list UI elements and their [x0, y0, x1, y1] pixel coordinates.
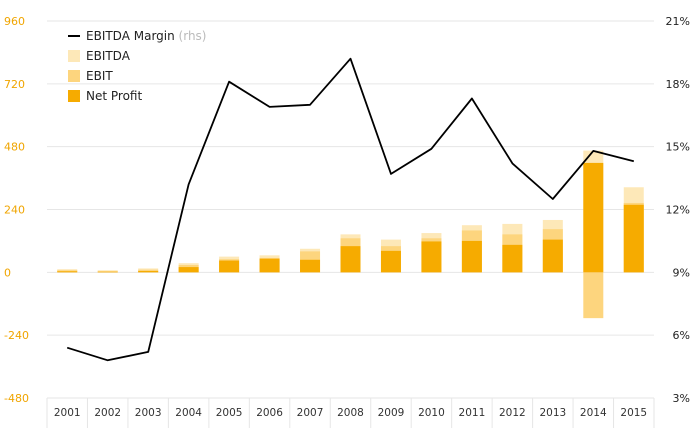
bar-net-profit — [138, 271, 159, 273]
legend-label: Net Profit — [86, 89, 142, 103]
x-tick-label: 2011 — [459, 407, 486, 419]
bar-net-profit — [300, 259, 321, 273]
bar-net-profit — [461, 240, 482, 273]
left-tick-label: -240 — [4, 329, 29, 342]
left-tick-label: 960 — [4, 15, 25, 28]
legend: EBITDA Margin (rhs) EBITDA EBIT Net Profit — [68, 29, 207, 103]
legend-label-ebitda-margin: EBITDA Margin — [86, 29, 179, 43]
x-tick-label: 2006 — [256, 407, 283, 419]
right-tick-label: 9% — [673, 266, 690, 279]
legend-label: EBITDA Margin (rhs) — [86, 29, 207, 43]
right-tick-label: 3% — [673, 392, 690, 405]
bar-net-profit — [259, 258, 280, 273]
left-tick-label: 480 — [4, 141, 25, 154]
x-tick-label: 2008 — [337, 407, 364, 419]
left-tick-label: 0 — [4, 266, 11, 279]
bar-net-profit — [178, 267, 199, 273]
bar-net-profit — [340, 246, 361, 273]
x-tick-label: 2015 — [620, 407, 647, 419]
bar-net-profit — [57, 271, 78, 273]
left-tick-label: -480 — [4, 392, 29, 405]
x-tick-label: 2003 — [135, 407, 162, 419]
right-tick-label: 12% — [666, 204, 690, 217]
x-tick-label: 2009 — [378, 407, 405, 419]
bar-net-profit — [380, 250, 401, 273]
bar-net-profit — [542, 239, 563, 273]
bars — [57, 150, 644, 319]
legend-label: EBIT — [86, 69, 113, 83]
legend-label: EBITDA — [86, 49, 131, 63]
bar-ebit — [97, 271, 118, 273]
bar-net-profit — [219, 260, 240, 273]
x-tick-label: 2001 — [54, 407, 81, 419]
right-tick-label: 18% — [666, 78, 690, 91]
bar-net-profit — [421, 241, 442, 273]
bar-net-profit — [623, 204, 644, 273]
x-tick-label: 2013 — [539, 407, 566, 419]
x-tick-label: 2014 — [580, 407, 607, 419]
right-tick-label: 6% — [673, 329, 690, 342]
left-tick-label: 720 — [4, 78, 25, 91]
left-tick-label: 240 — [4, 204, 25, 217]
gridlines — [46, 20, 655, 428]
bar-net-profit — [97, 271, 118, 273]
bar-net-profit — [502, 244, 523, 273]
x-tick-label: 2010 — [418, 407, 445, 419]
x-tick-label: 2004 — [175, 407, 202, 419]
right-tick-label: 15% — [666, 141, 690, 154]
x-tick-label: 2005 — [216, 407, 243, 419]
x-tick-label: 2007 — [297, 407, 324, 419]
margin-line — [66, 57, 635, 362]
legend-label-rhs: (rhs) — [179, 29, 207, 43]
bar-ebit — [583, 272, 604, 319]
x-tick-label: 2012 — [499, 407, 526, 419]
legend-swatch — [68, 70, 80, 82]
axes: 960 720 480 240 0 -240 -480 21% 18% 15% 12% 9% 6% 3% 2… — [4, 15, 690, 419]
x-tick-label: 2002 — [94, 407, 121, 419]
legend-swatch — [68, 50, 80, 62]
legend-swatch — [68, 90, 80, 102]
right-tick-label: 21% — [666, 15, 690, 28]
bar-net-profit — [583, 162, 604, 273]
